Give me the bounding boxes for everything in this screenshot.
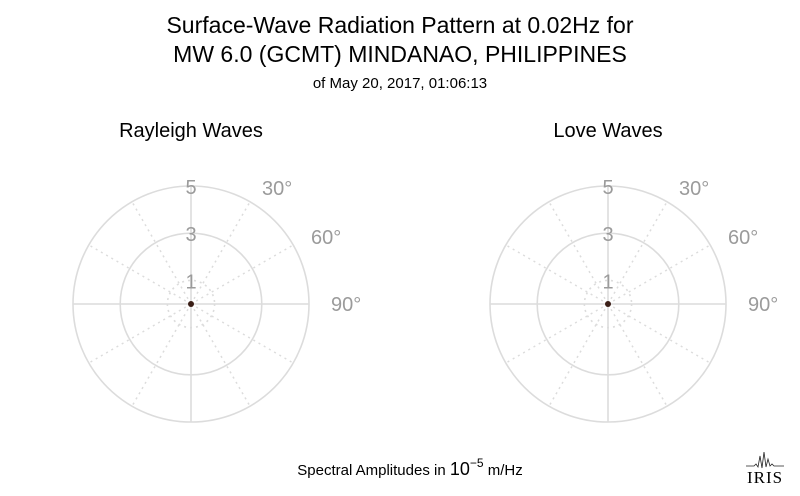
data-point — [188, 301, 194, 307]
angular-gridline — [505, 303, 609, 364]
radial-tick-label: 5 — [602, 177, 613, 199]
love-polar-chart: 1 3 5 30° 60° 90° — [489, 177, 778, 423]
angular-tick-label: 60° — [728, 227, 758, 249]
radial-gridcircle — [489, 185, 727, 423]
radial-gridcircle — [72, 185, 310, 423]
angular-tick-label: 90° — [748, 294, 778, 316]
love-panel-title: Love Waves — [553, 120, 663, 142]
angular-gridline — [88, 303, 192, 364]
rayleigh-polar-chart: 1 3 5 30° 60° 90° — [72, 177, 361, 423]
radial-gridcircle — [583, 279, 633, 329]
radial-gridcircle — [119, 232, 263, 376]
footer-unit: m/Hz — [483, 462, 523, 479]
radial-tick-label: 3 — [602, 224, 613, 246]
angular-tick-label: 30° — [262, 178, 292, 200]
rayleigh-panel-title: Rayleigh Waves — [119, 120, 263, 142]
angular-gridline — [607, 244, 711, 305]
footer-prefix: Spectral Amplitudes in — [297, 462, 450, 479]
iris-logo: IRIS — [744, 450, 786, 488]
angular-gridline — [607, 201, 668, 305]
angular-gridline — [607, 303, 668, 407]
radial-gridcircle — [166, 279, 216, 329]
angular-tick-label: 90° — [331, 294, 361, 316]
angular-gridline — [131, 303, 192, 407]
seismogram-icon — [746, 451, 784, 469]
radial-gridcircle — [536, 232, 680, 376]
angular-gridline — [548, 201, 609, 305]
data-point — [605, 301, 611, 307]
iris-logo-text: IRIS — [746, 468, 784, 487]
angular-gridline — [607, 303, 711, 364]
angular-gridline — [88, 244, 192, 305]
chart-subtitle: of May 20, 2017, 01:06:13 — [312, 75, 488, 92]
angular-tick-label: 60° — [311, 227, 341, 249]
angular-tick-label: 30° — [679, 178, 709, 200]
angular-gridline — [131, 201, 192, 305]
footer-power-base: 10 — [449, 459, 470, 479]
radial-tick-label: 1 — [185, 271, 196, 293]
chart-title-line2: MW 6.0 (GCMT) MINDANAO, PHILIPPINES — [173, 41, 627, 67]
footer-power-exponent: −5 — [469, 456, 484, 470]
radial-tick-label: 3 — [185, 224, 196, 246]
radial-tick-label: 1 — [602, 271, 613, 293]
angular-gridline — [190, 201, 251, 305]
angular-gridline — [190, 303, 294, 364]
footer-units-label: Spectral Amplitudes in 10−5 m/Hz — [0, 456, 800, 480]
angular-gridline — [548, 303, 609, 407]
angular-gridline — [190, 244, 294, 305]
angular-gridline — [190, 303, 251, 407]
angular-gridline — [505, 244, 609, 305]
radial-tick-label: 5 — [185, 177, 196, 199]
chart-title-line1: Surface-Wave Radiation Pattern at 0.02Hz… — [166, 12, 634, 38]
